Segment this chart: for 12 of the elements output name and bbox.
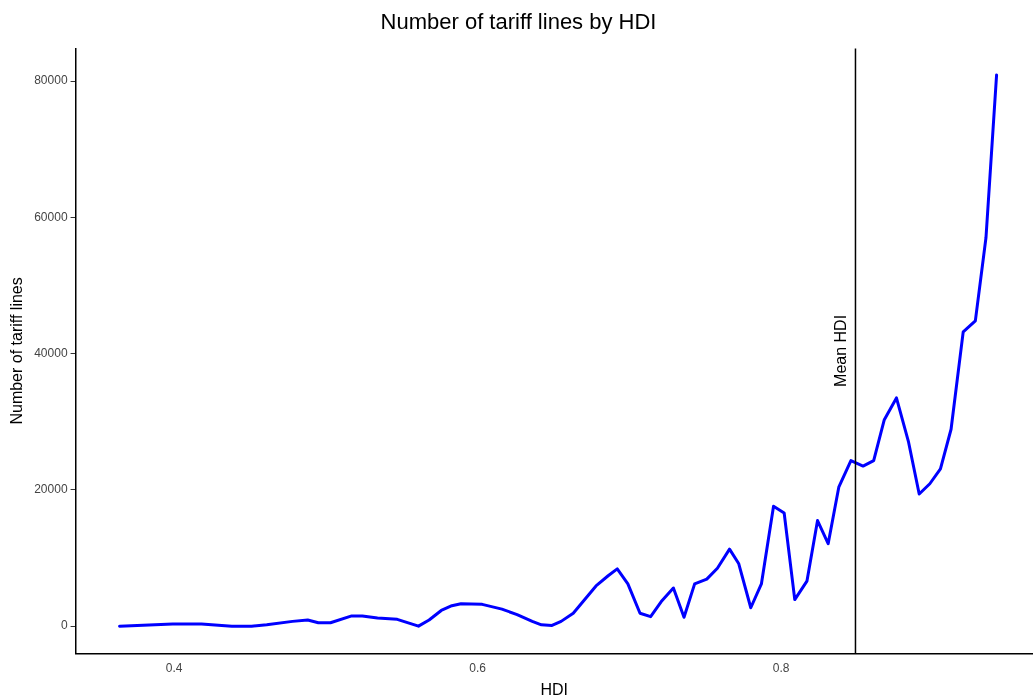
y-tick-label: 0 [60,618,68,633]
y-tick-label: 80000 [34,73,68,88]
y-tick-label: 60000 [34,209,68,224]
chart-title: Number of tariff lines by HDI [380,9,657,35]
x-axis-title: HDI [540,680,569,698]
ref-line-label: Mean HDI [831,314,849,387]
x-tick-label: 0.8 [772,660,790,675]
x-tick-label: 0.4 [165,660,183,675]
x-tick-label: 0.6 [469,660,487,675]
y-tick-label: 20000 [34,482,68,497]
y-axis-title: Number of tariff lines [8,277,26,425]
y-tick-label: 40000 [34,345,68,360]
